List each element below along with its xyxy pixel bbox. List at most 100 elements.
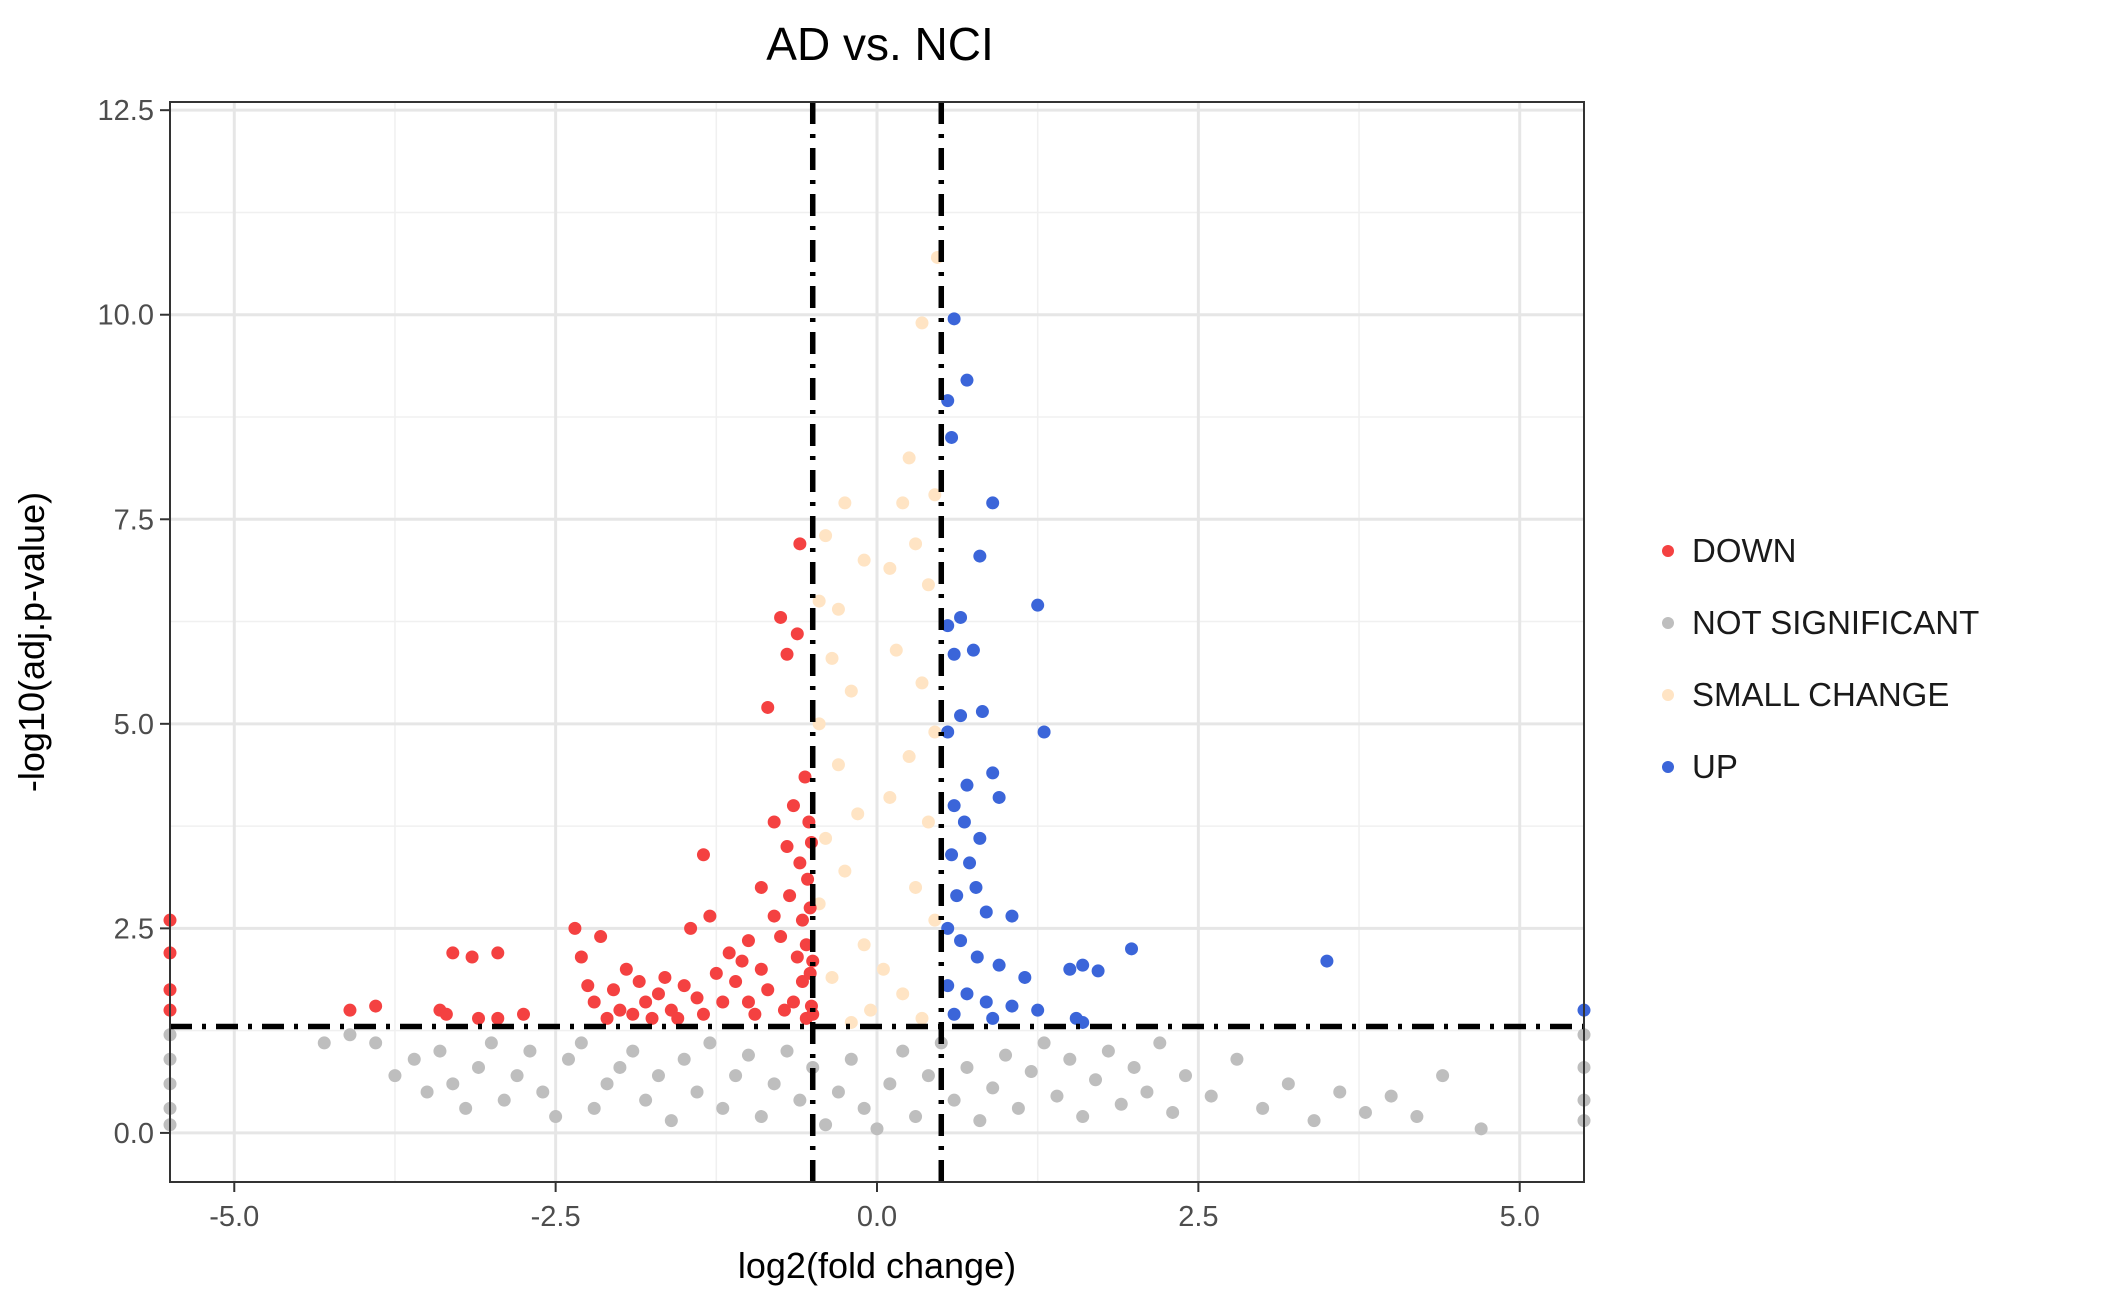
point-down: [619, 962, 633, 976]
point-small-change: [851, 807, 865, 821]
point-small-change: [915, 1011, 929, 1025]
point-not-significant: [754, 1110, 768, 1124]
point-up: [1031, 1003, 1045, 1017]
point-up: [986, 1011, 1000, 1025]
point-not-significant: [1230, 1052, 1244, 1066]
point-down: [783, 889, 797, 903]
point-up: [947, 799, 961, 813]
point-down: [639, 995, 653, 1009]
point-up: [1037, 725, 1051, 739]
x-tick-label: 2.5: [1178, 1201, 1218, 1233]
point-down: [703, 909, 717, 923]
x-axis: -5.0 -2.5 0.0 2.5 5.0: [209, 1182, 1540, 1233]
point-not-significant: [780, 1044, 794, 1058]
point-up: [963, 856, 977, 870]
point-up: [969, 880, 983, 894]
legend-item: UP: [1650, 731, 1979, 803]
point-not-significant: [1436, 1069, 1450, 1083]
point-not-significant: [510, 1069, 524, 1083]
legend-key-dot: [1662, 761, 1674, 773]
point-not-significant: [909, 1110, 923, 1124]
point-up: [941, 619, 955, 633]
point-not-significant: [1063, 1052, 1077, 1066]
point-small-change: [825, 970, 839, 984]
point-not-significant: [1037, 1036, 1051, 1050]
point-up: [1076, 958, 1090, 972]
point-down: [472, 1011, 486, 1025]
point-not-significant: [716, 1101, 730, 1115]
point-not-significant: [921, 1069, 935, 1083]
point-up: [973, 549, 987, 563]
point-down: [626, 1007, 640, 1021]
point-down: [793, 856, 807, 870]
point-up: [1005, 999, 1019, 1013]
point-small-change: [831, 758, 845, 772]
legend: DOWN NOT SIGNIFICANT SMALL CHANGE UP: [1650, 515, 1979, 803]
point-down: [446, 946, 460, 960]
point-not-significant: [523, 1044, 537, 1058]
point-not-significant: [1384, 1089, 1398, 1103]
point-down: [735, 954, 749, 968]
point-down: [780, 840, 794, 854]
point-down: [600, 1011, 614, 1025]
point-not-significant: [407, 1052, 421, 1066]
legend-item: DOWN: [1650, 515, 1979, 587]
point-not-significant: [1153, 1036, 1167, 1050]
point-not-significant: [472, 1060, 486, 1074]
point-up: [979, 995, 993, 1009]
point-not-significant: [999, 1048, 1013, 1062]
point-down: [594, 930, 608, 944]
point-small-change: [876, 962, 890, 976]
point-small-change: [921, 815, 935, 829]
point-not-significant: [433, 1044, 447, 1058]
point-down: [777, 1003, 791, 1017]
point-not-significant: [677, 1052, 691, 1066]
point-down: [709, 966, 723, 980]
point-down: [767, 815, 781, 829]
point-not-significant: [1410, 1110, 1424, 1124]
point-not-significant: [870, 1122, 884, 1136]
point-up: [954, 934, 968, 948]
point-up: [1063, 962, 1077, 976]
y-tick-label: 7.5: [114, 504, 154, 536]
legend-key-dot: [1662, 545, 1674, 557]
point-up: [947, 647, 961, 661]
point-not-significant: [343, 1028, 357, 1042]
point-down: [795, 913, 809, 927]
point-up: [960, 778, 974, 792]
legend-item: NOT SIGNIFICANT: [1650, 587, 1979, 659]
point-down: [517, 1007, 530, 1021]
point-up: [941, 921, 955, 935]
point-up: [960, 987, 974, 1001]
point-down: [343, 1003, 357, 1017]
point-not-significant: [973, 1114, 987, 1128]
point-not-significant: [1140, 1085, 1154, 1099]
point-not-significant: [561, 1052, 575, 1066]
point-not-significant: [883, 1077, 897, 1091]
point-up: [975, 705, 989, 719]
point-not-significant: [896, 1044, 910, 1058]
grid-lines: [170, 102, 1584, 1182]
point-not-significant: [600, 1077, 614, 1091]
point-small-change: [902, 451, 916, 465]
point-down: [748, 1007, 762, 1021]
legend-label: NOT SIGNIFICANT: [1692, 604, 1980, 641]
legend-item: SMALL CHANGE: [1650, 659, 1979, 731]
point-down: [369, 999, 383, 1013]
point-down: [806, 954, 820, 968]
point-down: [741, 934, 755, 948]
point-down: [613, 1003, 627, 1017]
legend-key-dot: [1662, 689, 1674, 701]
point-up: [1320, 954, 1334, 968]
x-tick-label: -2.5: [531, 1201, 581, 1233]
point-up: [979, 905, 993, 919]
point-down: [780, 647, 794, 661]
point-small-change: [883, 790, 897, 804]
point-down: [722, 946, 736, 960]
point-not-significant: [484, 1036, 498, 1050]
point-small-change: [812, 717, 826, 731]
point-not-significant: [1204, 1089, 1218, 1103]
legend-label: DOWN: [1692, 532, 1797, 569]
y-tick-label: 2.5: [114, 913, 154, 945]
